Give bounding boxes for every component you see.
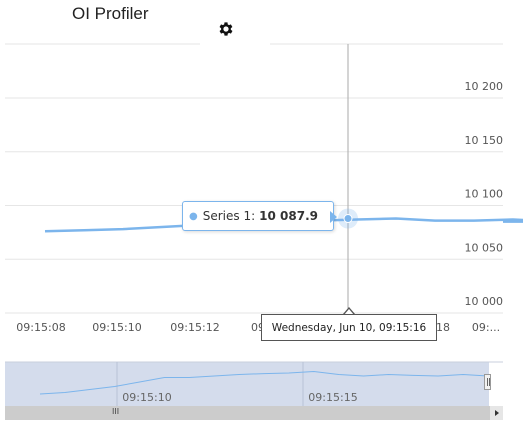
crosshair-x-label: Wednesday, Jun 10, 09:15:16 bbox=[261, 314, 437, 341]
y-tick-label: 10 050 bbox=[465, 241, 504, 254]
gear-icon[interactable] bbox=[217, 20, 235, 38]
x-tick-label: 09:... bbox=[472, 321, 500, 334]
crosshair-caret-icon bbox=[343, 307, 355, 315]
x-tick-label: 18 bbox=[436, 321, 450, 334]
y-tick-label: 10 200 bbox=[465, 80, 504, 93]
navigator-handle[interactable] bbox=[484, 374, 491, 390]
tooltip-value: 10 087.9 bbox=[259, 209, 318, 223]
navigator-series-line bbox=[39, 370, 489, 395]
y-tick-label: 10 150 bbox=[465, 134, 504, 147]
y-tick-label: 10 000 bbox=[465, 295, 504, 308]
tooltip-series-name: Series 1: bbox=[202, 209, 256, 223]
y-axis-labels: 10 000 10 050 10 100 10 150 10 200 bbox=[465, 80, 504, 308]
navigator-selection bbox=[5, 362, 489, 406]
highlight-point bbox=[343, 214, 353, 224]
scroll-right-button[interactable] bbox=[489, 406, 503, 420]
x-axis-labels: 09:15:08 09:15:10 09:15:12 09 18 09:... bbox=[16, 321, 500, 334]
scrollbar-grip-icon: III bbox=[112, 407, 120, 416]
y-tick-label: 10 100 bbox=[465, 188, 504, 201]
x-tick-label: 09:15:08 bbox=[16, 321, 65, 334]
x-tick-label: 09:15:12 bbox=[170, 321, 219, 334]
x-tick-label: 09:15:10 bbox=[92, 321, 141, 334]
tooltip-arrow-icon bbox=[330, 211, 337, 223]
navigator-tick-label: 09:15:15 bbox=[308, 391, 357, 404]
navigator[interactable]: 09:15:10 09:15:15 bbox=[5, 361, 503, 406]
series-marker-icon: ● bbox=[189, 210, 198, 222]
series-tooltip: ● Series 1: 10 087.9 bbox=[182, 201, 334, 231]
app-title: OI Profiler bbox=[72, 4, 149, 23]
navigator-tick-label: 09:15:10 bbox=[122, 391, 171, 404]
grid-lines bbox=[5, 97, 503, 314]
scrollbar-thumb[interactable] bbox=[5, 406, 489, 420]
